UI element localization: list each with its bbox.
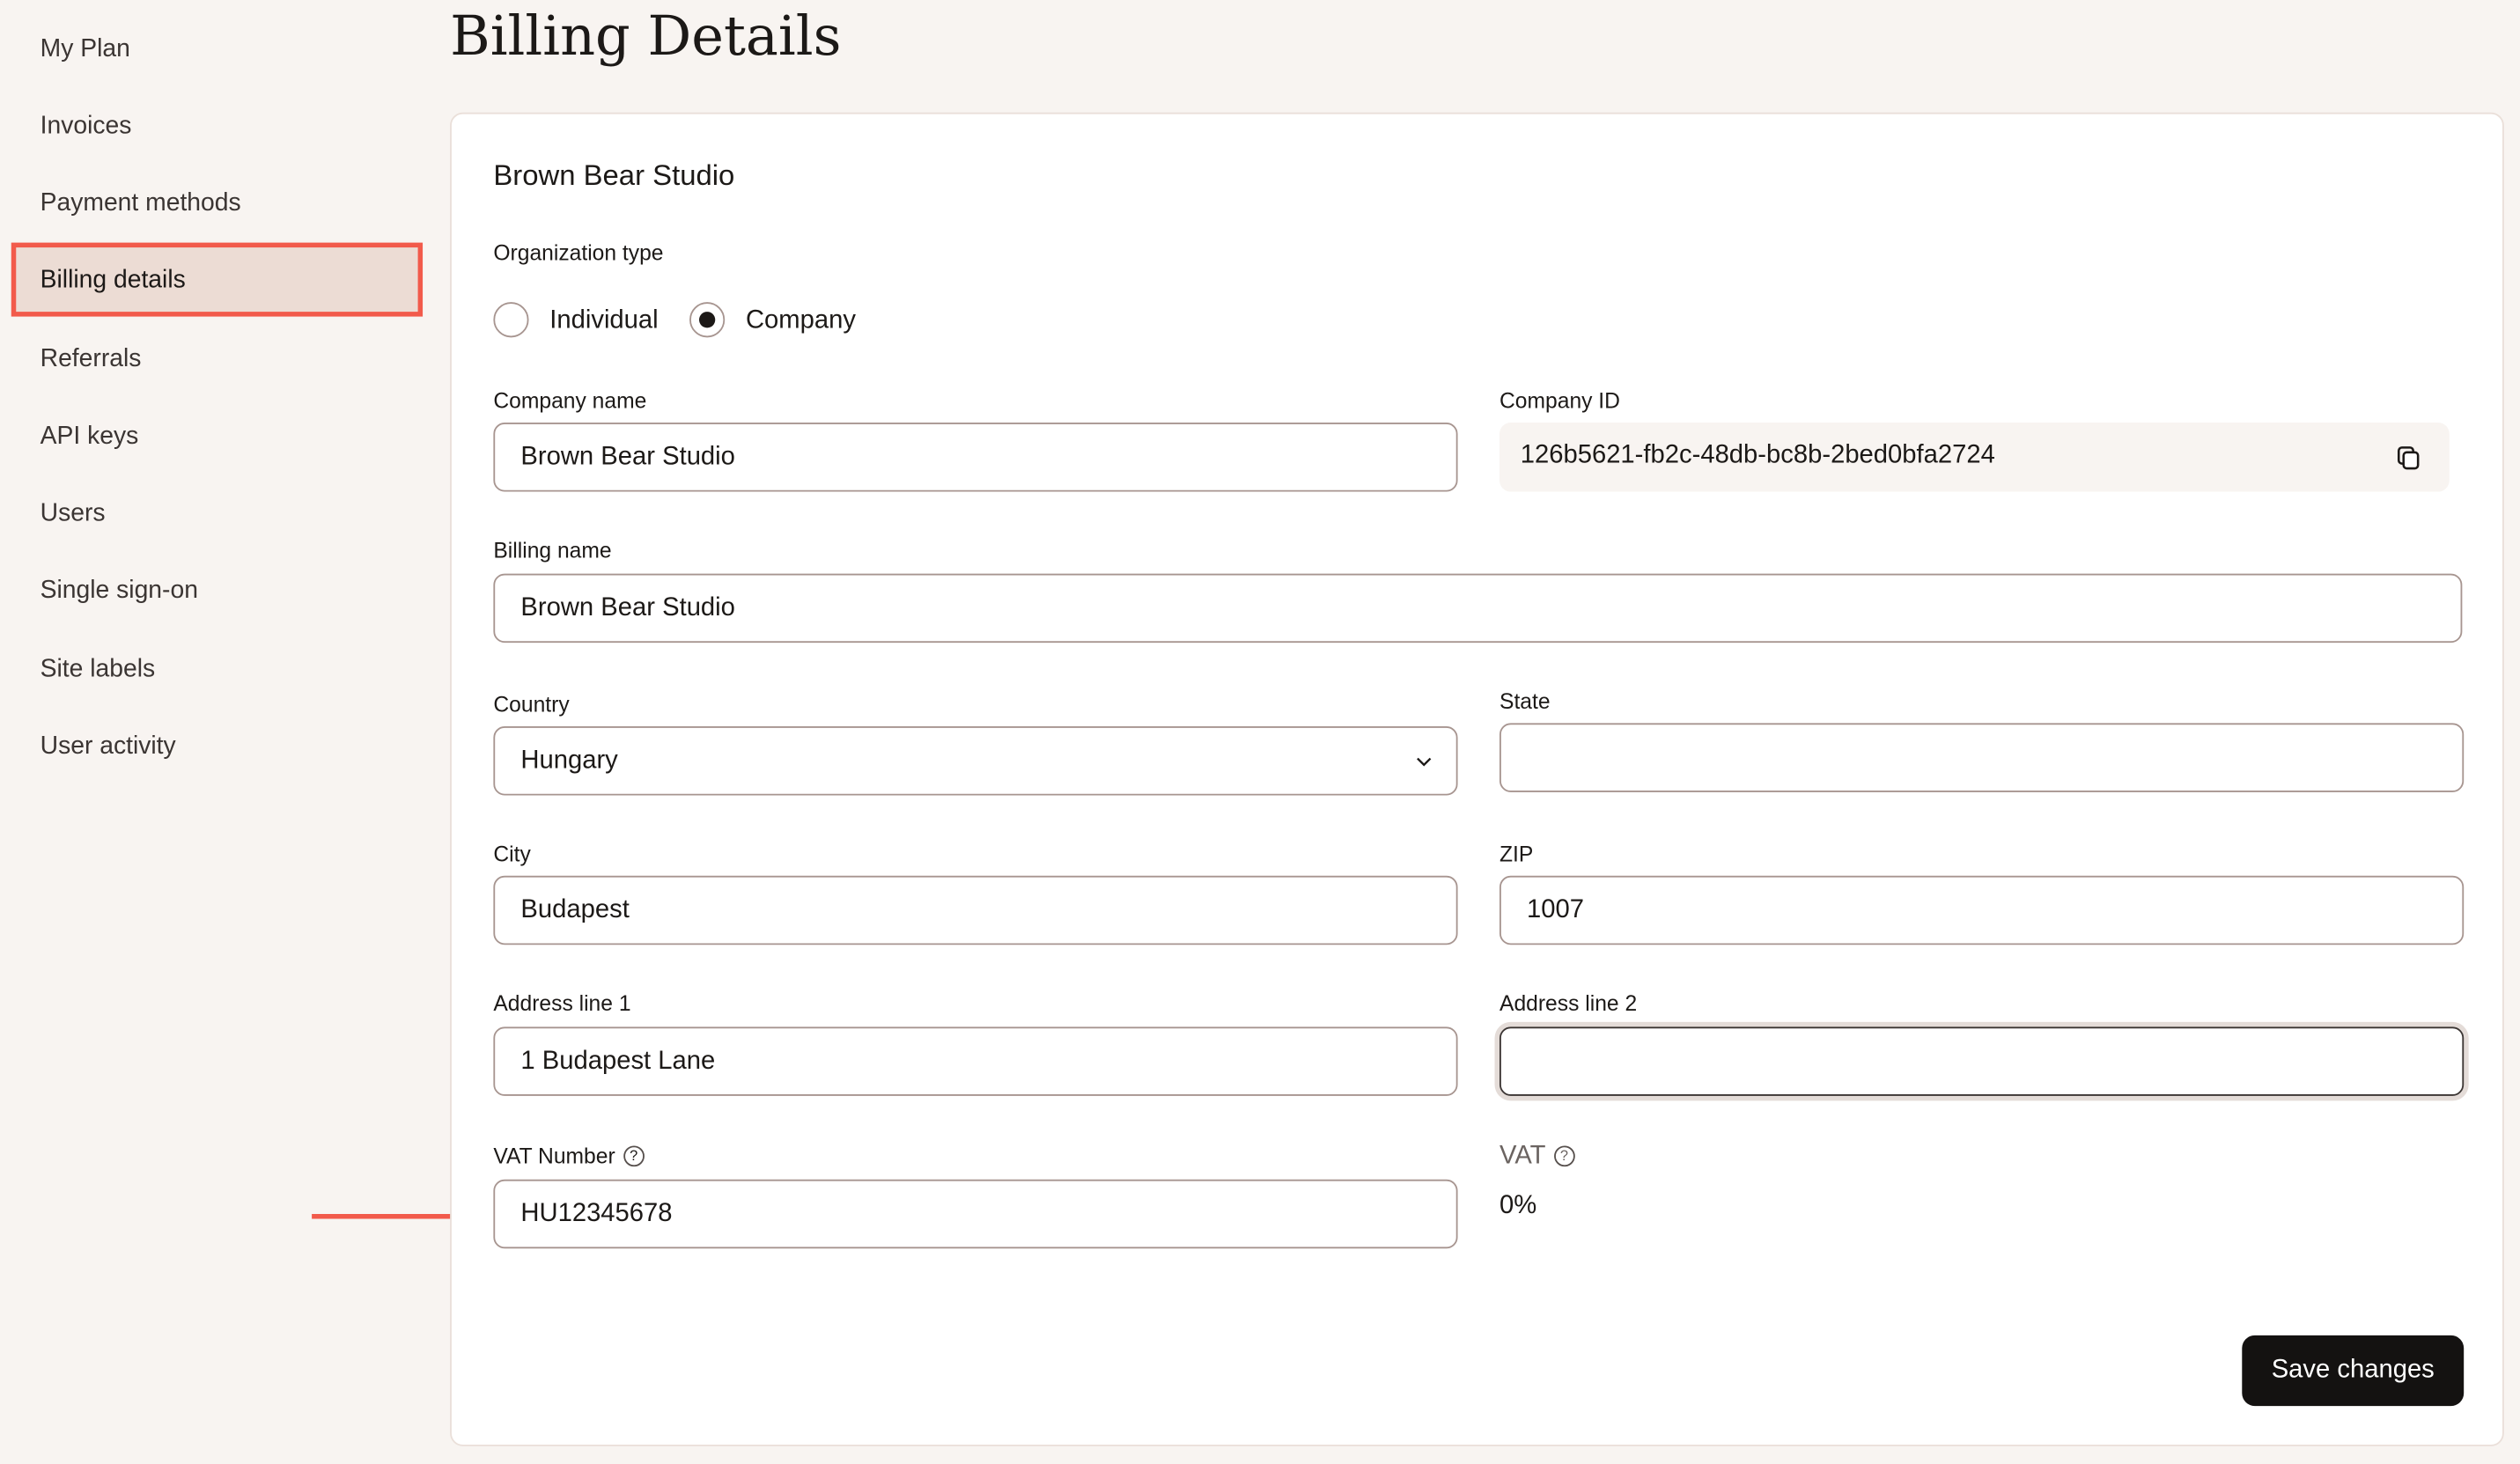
- company-id-label: Company ID: [1499, 388, 1620, 414]
- country-select[interactable]: Hungary: [493, 726, 1458, 796]
- company-name-input[interactable]: Brown Bear Studio: [493, 423, 1458, 492]
- billing-name-input[interactable]: Brown Bear Studio: [493, 573, 2463, 644]
- radio-company-label[interactable]: Company: [745, 306, 856, 335]
- sidebar-item-my-plan[interactable]: My Plan: [40, 35, 130, 63]
- address1-label: Address line 1: [493, 991, 631, 1016]
- company-id-value: 126b5621-fb2c-48db-bc8b-2bed0bfa2724: [1520, 441, 1995, 469]
- save-changes-button[interactable]: Save changes: [2242, 1335, 2465, 1407]
- zip-label: ZIP: [1499, 842, 1534, 866]
- sidebar-item-referrals[interactable]: Referrals: [40, 345, 142, 373]
- sidebar-item-api-keys[interactable]: API keys: [40, 423, 139, 451]
- address2-label: Address line 2: [1499, 991, 1638, 1016]
- country-value: Hungary: [520, 747, 618, 775]
- zip-input[interactable]: 1007: [1499, 875, 2465, 945]
- sidebar-item-single-sign-on[interactable]: Single sign-on: [40, 577, 198, 605]
- city-input[interactable]: Budapest: [493, 875, 1458, 945]
- address1-input[interactable]: 1 Budapest Lane: [493, 1026, 1458, 1096]
- country-label: Country: [493, 692, 570, 717]
- address2-input[interactable]: [1499, 1026, 2465, 1096]
- vat-label: VAT: [1499, 1142, 1546, 1170]
- sidebar-item-payment-methods[interactable]: Payment methods: [40, 189, 241, 217]
- organization-name: Brown Bear Studio: [493, 158, 735, 192]
- help-icon[interactable]: ?: [1553, 1145, 1575, 1167]
- state-label: State: [1499, 689, 1551, 714]
- org-type-label: Organization type: [493, 240, 664, 266]
- help-icon[interactable]: ?: [623, 1145, 645, 1167]
- company-id-field: 126b5621-fb2c-48db-bc8b-2bed0bfa2724: [1499, 423, 2450, 492]
- radio-individual-label[interactable]: Individual: [549, 306, 659, 335]
- active-highlight: [11, 242, 424, 317]
- sidebar-item-billing-details[interactable]: Billing details: [40, 266, 186, 295]
- chevron-down-icon: [1417, 757, 1432, 767]
- copy-icon[interactable]: [2397, 445, 2422, 471]
- company-name-label: Company name: [493, 388, 647, 414]
- sidebar-item-users[interactable]: Users: [40, 499, 106, 527]
- state-input[interactable]: [1499, 723, 2465, 792]
- sidebar-item-site-labels[interactable]: Site labels: [40, 655, 156, 683]
- vat-number-label: VAT Number: [493, 1144, 615, 1168]
- vat-number-input[interactable]: HU12345678: [493, 1179, 1458, 1249]
- vat-label-row: VAT?: [1499, 1142, 1575, 1172]
- radio-company[interactable]: [689, 302, 726, 338]
- billing-card: Brown Bear Studio Organization type Indi…: [450, 112, 2504, 1446]
- vat-number-label-row: VAT Number?: [493, 1144, 645, 1168]
- sidebar-item-invoices[interactable]: Invoices: [40, 112, 132, 140]
- page-title: Billing Details: [450, 4, 842, 70]
- city-label: City: [493, 842, 531, 866]
- sidebar-item-user-activity[interactable]: User activity: [40, 732, 176, 761]
- vat-value: 0%: [1499, 1192, 1537, 1220]
- radio-individual[interactable]: [493, 302, 529, 338]
- billing-name-label: Billing name: [493, 538, 612, 563]
